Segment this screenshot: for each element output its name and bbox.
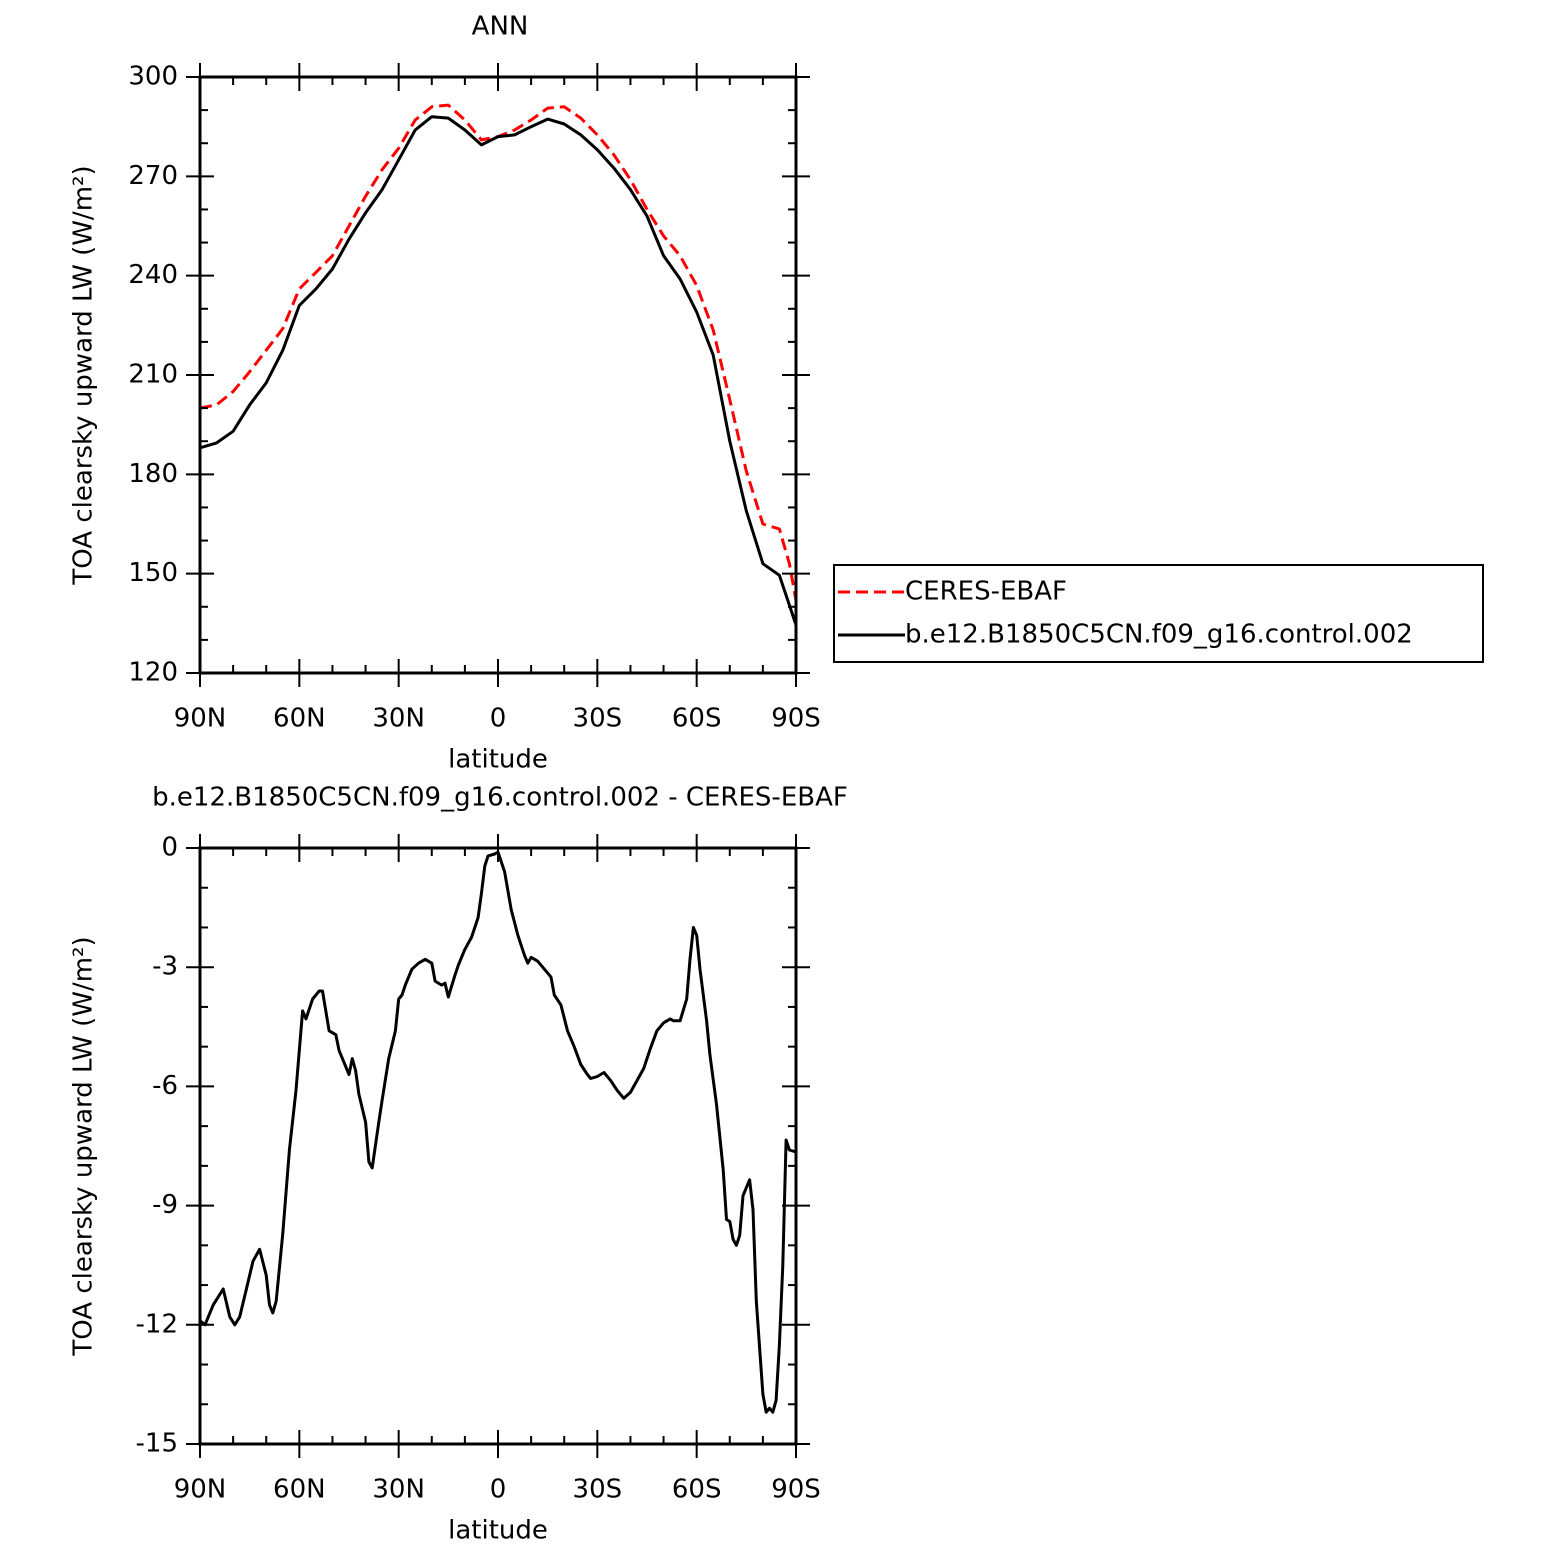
legend-label: b.e12.B1850C5CN.f09_g16.control.002 — [905, 620, 1413, 650]
data-line — [199, 850, 797, 1414]
data-line — [199, 103, 798, 601]
x-axis-label: latitude — [448, 1516, 548, 1546]
x-tick-label: 30N — [372, 704, 425, 734]
y-tick-label: 120 — [128, 658, 178, 688]
plot-frame — [198, 75, 798, 675]
x-tick-label: 90S — [771, 704, 821, 734]
y-tick-label: 210 — [128, 360, 178, 390]
y-tick-label: 150 — [128, 558, 178, 588]
x-axis-label: latitude — [448, 745, 548, 775]
y-axis-label: TOA clearsky upward LW (W/m²) — [69, 165, 99, 585]
y-tick-label: 300 — [128, 62, 178, 92]
chart-title: ANN — [472, 12, 529, 42]
x-tick-label: 30N — [372, 1475, 425, 1505]
data-line — [199, 115, 798, 626]
x-tick-label: 90N — [174, 1475, 227, 1505]
x-tick-label: 0 — [490, 704, 507, 734]
x-tick-label: 90S — [771, 1475, 821, 1505]
x-tick-label: 30S — [573, 704, 623, 734]
x-tick-label: 60N — [273, 704, 326, 734]
x-tick-label: 60S — [672, 704, 722, 734]
y-tick-label: -6 — [152, 1071, 178, 1101]
legend-box — [833, 564, 1484, 663]
x-tick-label: 60S — [672, 1475, 722, 1505]
legend-label: CERES-EBAF — [905, 577, 1067, 607]
x-tick-label: 60N — [273, 1475, 326, 1505]
x-tick-label: 30S — [573, 1475, 623, 1505]
y-tick-label: -12 — [136, 1309, 178, 1339]
y-tick-label: -9 — [152, 1190, 178, 1220]
chart-title: b.e12.B1850C5CN.f09_g16.control.002 - CE… — [152, 783, 848, 813]
y-tick-label: 180 — [128, 459, 178, 489]
y-tick-label: 240 — [128, 260, 178, 290]
x-tick-label: 90N — [174, 704, 227, 734]
y-tick-label: 0 — [161, 833, 178, 863]
y-tick-label: -3 — [152, 952, 178, 982]
y-axis-label: TOA clearsky upward LW (W/m²) — [69, 936, 99, 1356]
y-tick-label: -15 — [136, 1429, 178, 1459]
y-tick-label: 270 — [128, 161, 178, 191]
x-tick-label: 0 — [490, 1475, 507, 1505]
